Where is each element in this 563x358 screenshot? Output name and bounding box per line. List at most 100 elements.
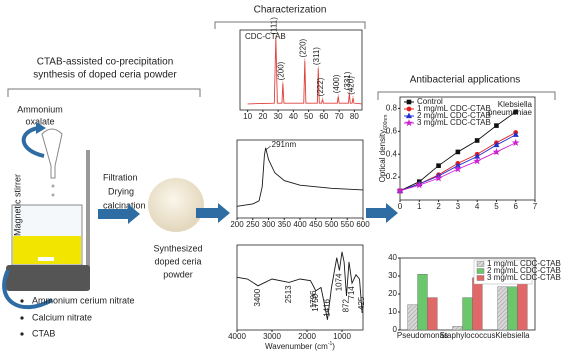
legend-label: 2 mg/mL CDC-CTAB [487,266,561,275]
x-tick-label: 450 [309,220,323,229]
y-axis-title-part: 600nm [383,115,389,130]
hot-plate [6,265,90,291]
stirrer-label: Magnetic stirrer [12,174,22,236]
y-tick-label: 40 [388,253,397,262]
y-tick-label: 30 [388,271,397,280]
peak-label: (400) [332,74,341,93]
x-tick-label: Klebsiella [495,331,530,340]
marker [511,138,520,147]
peak-label: (220) [298,38,307,57]
reagent-label: oxalate [25,116,54,126]
y-tick-label: 0.6 [386,126,398,135]
band-label: 1750 [311,293,320,311]
product-label: Synthesized [153,243,202,253]
x-tick-label: 500 [325,220,339,229]
arrow [366,203,398,223]
powder [148,178,204,232]
y-tick-label: 0 [393,325,398,334]
legend-label: 3 mg/mL CDC-CTAB [487,273,561,282]
x-tick-label: 10 [243,112,252,121]
bracket [214,21,366,29]
legend-label: 2 mg/mL CDC-CTAB [417,111,491,120]
marker [406,99,412,105]
step-label: Drying [108,186,134,196]
marker [454,165,462,173]
legend-label: 3 mg/mL CDC-CTAB [417,118,491,127]
x-tick-label: 6 [513,202,518,211]
x-tick-label: 1000 [333,332,351,341]
peak-label: (311) [312,47,321,65]
band-label: 3400 [253,288,262,306]
bar [407,304,418,331]
curved-arrow [2,269,53,310]
y-tick-label: 0.2 [386,172,398,181]
bracket [377,91,556,100]
marker [434,174,443,182]
marker [405,112,413,119]
marker [473,157,481,165]
arrow [196,203,230,223]
section-title: Characterization [254,5,327,16]
y-tick-label: 20 [388,289,397,298]
bracket [7,88,201,97]
annotation: 291nm [272,140,297,149]
x-tick-label: 5 [494,202,499,211]
x-tick-label: 50 [304,112,313,121]
bar [497,286,508,331]
x-tick-label: 60 [319,112,328,121]
legend-swatch [476,261,485,267]
series-label: CDC-CTAB [245,32,286,41]
drop [51,184,55,188]
legend-label: 1 mg/mL CDC-CTAB [417,104,491,113]
arrow-head [36,122,46,134]
x-tick-label: 3000 [263,332,281,341]
peak-label: (200) [276,61,285,80]
x-axis-title: Wavenumber (cm-1) [265,341,335,351]
x-tick-label: 300 [262,220,276,229]
marker [494,123,499,128]
section-title: CTAB-assisted co-precipitation [37,57,174,68]
x-tick-label: 80 [350,112,359,121]
x-tick-label: 30 [274,112,283,121]
product-label: doped ceria [154,256,201,266]
x-tick-label: 7 [533,202,538,211]
series-line [236,251,363,320]
marker [405,118,413,127]
x-tick-label: 4000 [228,332,246,341]
bar [417,274,428,331]
annotation: Klebsiella [498,100,533,109]
x-tick-label: 20 [258,112,267,121]
annotation-leader [265,145,271,151]
band-label: 1416 [323,298,332,316]
x-tick-label: 200 [230,220,244,229]
legend-swatch [476,268,485,274]
x-tick-label: 2 [436,202,441,211]
band-label: 1074 [335,273,344,291]
bar [462,297,473,331]
marker [406,106,412,112]
peak-label: (331) [343,71,352,90]
series-line [236,147,364,207]
x-tick-label: Pseudomonas [397,331,448,340]
band-label: 1796 [309,290,318,308]
drop [51,193,55,197]
band-label: 2513 [284,285,293,303]
y-tick-label: 10 [388,307,397,316]
peak-label: (222) [316,77,325,96]
band-label: 872 [342,298,351,312]
x-tick-label: 0 [398,202,403,211]
y-tick-label: 0.8 [386,104,398,113]
stir-bar [38,257,54,261]
precursor: Calcium nitrate [32,312,92,322]
x-axis-title-part: ) [332,342,335,351]
x-tick-label: 250 [246,220,260,229]
x-tick-label: 400 [293,220,307,229]
peak-label: (420) [347,76,356,95]
x-tick-label: 600 [356,220,370,229]
marker [415,181,424,189]
x-tick-label: 4 [475,202,480,211]
section-title: Antibacterial applications [410,75,521,86]
x-tick-label: 70 [335,112,344,121]
x-tick-label: 3 [456,202,461,211]
